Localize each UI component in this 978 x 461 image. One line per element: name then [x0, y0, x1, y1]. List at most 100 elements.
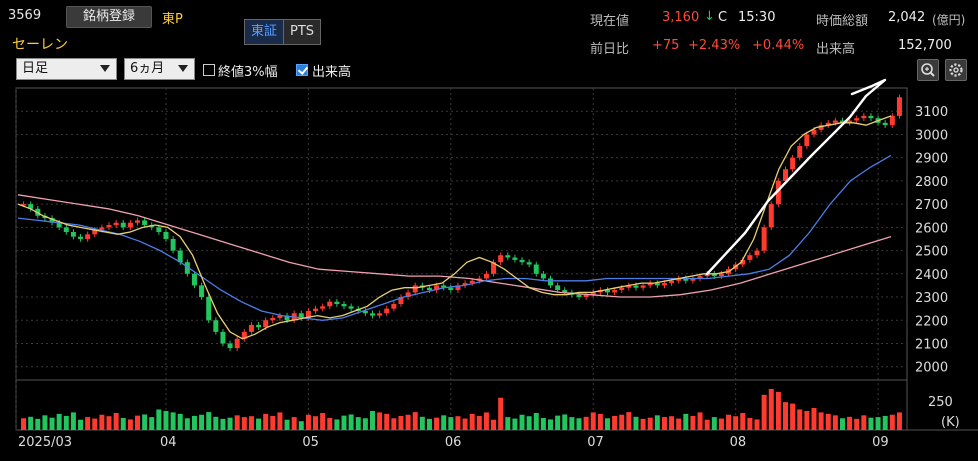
date-axis: 2025/03 04 05 06 07 08 09: [18, 435, 889, 450]
candle-body: [256, 324, 262, 328]
volume-bar: [733, 416, 739, 430]
close-flag: C: [718, 10, 728, 25]
candle-body: [761, 227, 767, 251]
candle-body: [839, 120, 845, 123]
candle-body: [604, 290, 610, 293]
volume-bar: [690, 415, 696, 430]
volume-bar: [483, 412, 489, 430]
date-tick-label: 07: [587, 435, 604, 450]
volume-bar: [199, 414, 205, 430]
candle-body: [448, 287, 454, 291]
volume-unit: (K): [941, 415, 960, 430]
volume-bar: [341, 415, 347, 430]
candle-body: [583, 294, 589, 298]
volume-bar: [640, 418, 646, 430]
volume-bar: [825, 413, 831, 430]
volume-bar: [754, 419, 760, 430]
volume-bar: [405, 414, 411, 430]
period-select[interactable]: 6ヵ月: [124, 58, 195, 80]
moving-average-long: [17, 194, 892, 298]
volume-bar: [49, 417, 55, 430]
register-button[interactable]: 銘柄登録: [66, 6, 152, 28]
candle-body: [768, 204, 774, 228]
volume-bar: [120, 417, 126, 430]
candle-body: [790, 157, 796, 170]
candle-body: [191, 273, 197, 286]
candle-body: [540, 273, 546, 279]
date-tick-label: 04: [160, 435, 177, 450]
volume-bar: [355, 417, 361, 430]
candle-body: [590, 292, 596, 295]
volume-bar: [377, 412, 383, 430]
candle-body: [825, 122, 831, 126]
candle-body: [398, 297, 404, 304]
volume-bar: [683, 413, 689, 430]
interval-select[interactable]: 日足: [16, 58, 117, 80]
candle-body: [92, 229, 98, 235]
volume-bar: [213, 416, 219, 430]
candle-body: [263, 320, 269, 328]
candle-body: [797, 146, 803, 158]
price-tick-label: 2400: [915, 268, 948, 283]
tab-tse[interactable]: 東証: [245, 20, 285, 44]
change-label: 前日比: [590, 42, 630, 57]
candle-body: [619, 287, 625, 291]
price-change: +75: [652, 38, 680, 53]
volume-bar: [256, 418, 262, 430]
candle-body: [462, 283, 468, 286]
chevron-down-icon: [100, 65, 110, 72]
candle-body: [783, 169, 789, 181]
volume-bar: [348, 414, 354, 430]
volume-bar: [127, 419, 133, 430]
candle-body: [405, 292, 411, 298]
volume-bar: [505, 417, 511, 430]
volume-bar: [569, 417, 575, 430]
candle-body: [163, 232, 169, 239]
candle-body: [896, 97, 902, 116]
volume-checkbox[interactable]: [296, 64, 308, 76]
volume-bar: [191, 415, 197, 430]
volume-bar: [711, 417, 717, 430]
volume-bar: [512, 418, 518, 430]
volume-bar: [747, 417, 753, 430]
volume-bar: [718, 418, 724, 430]
candle-body: [711, 273, 717, 277]
price-tick-label: 2200: [915, 314, 948, 329]
tab-pts[interactable]: PTS: [284, 20, 321, 44]
close-band-checkbox[interactable]: [203, 64, 215, 76]
tick-down-icon: ↓: [704, 9, 715, 24]
price-tick-label: 2900: [915, 152, 948, 167]
candle-body: [21, 204, 27, 206]
candle-body: [562, 290, 568, 293]
volume-value: 152,700: [898, 38, 952, 53]
price-change-pct: +2.43%: [688, 38, 741, 53]
gear-icon: [949, 63, 963, 77]
candle-body: [270, 317, 276, 321]
volume-bar: [583, 416, 589, 430]
candle-body: [28, 204, 34, 209]
candle-body: [555, 285, 561, 291]
volume-bar: [149, 417, 155, 430]
volume-bar: [106, 416, 112, 430]
zoom-button[interactable]: [917, 59, 939, 81]
volume-bar: [35, 418, 41, 430]
company-name: セーレン: [12, 37, 68, 53]
volume-bar: [455, 416, 461, 430]
volume-bar: [384, 413, 390, 430]
candle-body: [313, 308, 319, 311]
volume-bar: [882, 415, 888, 430]
candle-body: [854, 118, 860, 121]
volume-bar: [156, 409, 162, 430]
volume-bar: [726, 414, 732, 430]
settings-button[interactable]: [945, 59, 967, 81]
candle-body: [384, 308, 390, 314]
volume-bar: [362, 418, 368, 430]
candle-body: [747, 255, 753, 260]
candle-body: [78, 236, 84, 239]
volume-bar: [533, 412, 539, 430]
volume-bar: [63, 415, 69, 430]
volume-bar: [818, 412, 824, 430]
volume-option-label: 出来高: [312, 65, 352, 80]
volume-bar: [832, 415, 838, 430]
